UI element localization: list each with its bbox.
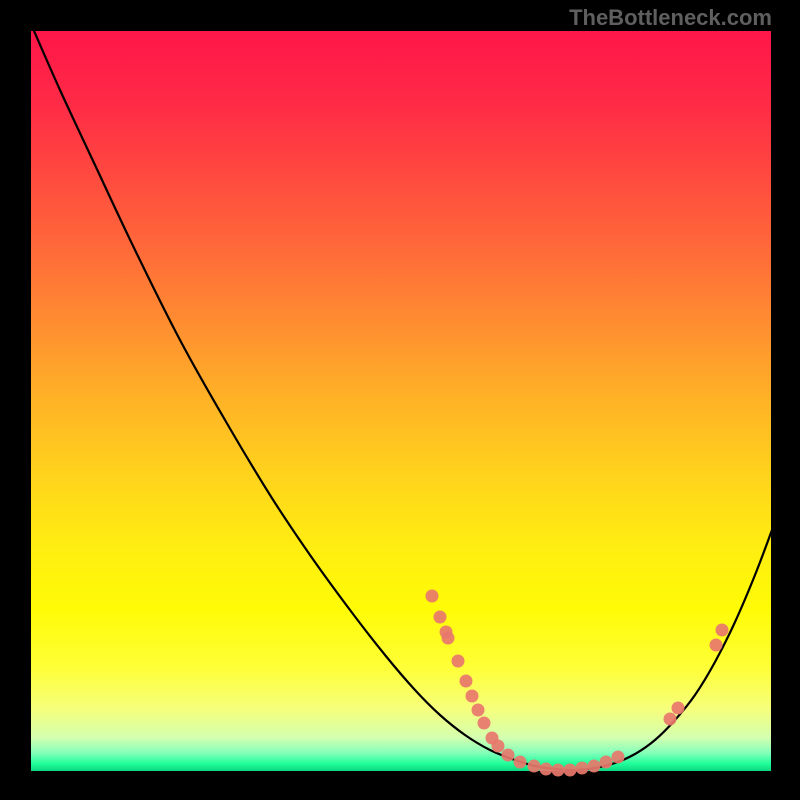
marker-point xyxy=(528,760,541,773)
marker-point xyxy=(472,704,485,717)
marker-point xyxy=(564,764,577,777)
bottleneck-chart xyxy=(0,0,800,800)
marker-point xyxy=(426,590,439,603)
marker-point xyxy=(576,762,589,775)
marker-point xyxy=(502,749,515,762)
marker-point xyxy=(552,764,565,777)
marker-point xyxy=(434,611,447,624)
marker-point xyxy=(452,655,465,668)
chart-gradient-bg xyxy=(31,31,771,771)
marker-point xyxy=(600,756,613,769)
marker-point xyxy=(588,760,601,773)
marker-point xyxy=(710,639,723,652)
watermark-text: TheBottleneck.com xyxy=(569,5,772,31)
marker-point xyxy=(460,675,473,688)
marker-point xyxy=(478,717,491,730)
marker-point xyxy=(540,763,553,776)
marker-point xyxy=(514,756,527,769)
marker-point xyxy=(716,624,729,637)
marker-point xyxy=(672,702,685,715)
marker-point xyxy=(612,751,625,764)
marker-point xyxy=(492,740,505,753)
marker-point xyxy=(466,690,479,703)
marker-point xyxy=(442,632,455,645)
marker-point xyxy=(664,713,677,726)
